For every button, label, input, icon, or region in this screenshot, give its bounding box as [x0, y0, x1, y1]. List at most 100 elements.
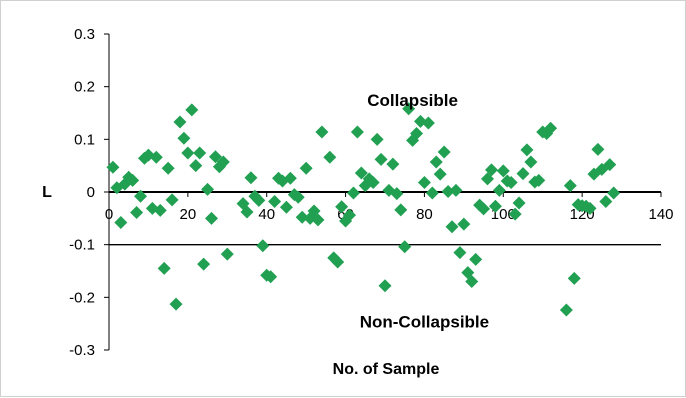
- data-point: [244, 171, 258, 185]
- data-point: [208, 150, 222, 164]
- annotation-label: Non-Collapsible: [360, 312, 489, 331]
- data-point: [153, 203, 167, 217]
- data-point: [524, 155, 538, 169]
- data-point: [457, 217, 471, 231]
- x-tick-label: 20: [180, 206, 197, 223]
- data-point: [165, 193, 179, 207]
- data-point: [264, 270, 278, 284]
- data-point: [323, 150, 337, 164]
- data-point: [484, 163, 498, 177]
- y-tick-labels: -0.3 -0.2 -0.1 0 0.1 0.2 0.3: [69, 26, 109, 359]
- data-point: [532, 173, 546, 187]
- y-tick-label: 0: [87, 184, 95, 201]
- data-point: [603, 158, 617, 172]
- data-point: [599, 194, 613, 208]
- data-point: [520, 143, 534, 157]
- data-point: [410, 127, 424, 141]
- data-point: [256, 239, 270, 253]
- data-point: [354, 166, 368, 180]
- data-point: [197, 257, 211, 271]
- y-axis-title: L: [42, 184, 52, 201]
- data-point: [508, 207, 522, 221]
- data-point: [429, 155, 443, 169]
- annotations: Collapsible Non-Collapsible: [360, 91, 489, 331]
- data-point: [181, 146, 195, 160]
- data-point: [311, 213, 325, 227]
- data-point: [453, 246, 467, 260]
- data-point: [346, 186, 360, 200]
- data-point: [488, 199, 502, 213]
- data-point: [378, 279, 392, 293]
- data-point: [516, 167, 530, 181]
- data-point: [425, 186, 439, 200]
- data-point: [173, 115, 187, 129]
- data-point: [169, 297, 183, 311]
- data-point: [114, 216, 128, 230]
- data-point: [437, 145, 451, 159]
- data-point: [540, 127, 554, 141]
- data-point: [161, 161, 175, 175]
- y-tick-label: 0.2: [74, 79, 95, 96]
- data-point: [130, 206, 144, 220]
- x-tick-label: 40: [258, 206, 275, 223]
- data-point: [177, 131, 191, 145]
- data-point: [449, 183, 463, 197]
- data-point: [350, 125, 364, 139]
- data-point: [465, 275, 479, 289]
- data-point: [205, 211, 219, 225]
- data-point: [366, 176, 380, 190]
- annotation-label: Collapsible: [367, 91, 458, 110]
- data-points: [106, 102, 621, 317]
- data-point: [291, 190, 305, 204]
- y-tick-label: 0.3: [74, 26, 95, 43]
- y-tick-label: -0.3: [69, 342, 95, 359]
- data-point: [343, 208, 357, 222]
- data-point: [417, 176, 431, 190]
- data-point: [433, 167, 447, 181]
- data-point: [504, 176, 518, 190]
- data-point: [496, 164, 510, 178]
- data-point: [134, 189, 148, 203]
- data-point: [283, 171, 297, 185]
- data-point: [295, 210, 309, 224]
- data-point: [189, 159, 203, 173]
- data-point: [299, 161, 313, 175]
- data-point: [374, 152, 388, 166]
- data-point: [394, 203, 408, 217]
- data-point: [268, 194, 282, 208]
- data-point: [390, 187, 404, 201]
- data-point: [149, 150, 163, 164]
- data-point: [492, 183, 506, 197]
- data-point: [315, 125, 329, 139]
- data-point: [477, 202, 491, 216]
- data-point: [386, 157, 400, 171]
- data-point: [252, 193, 266, 207]
- data-point: [469, 252, 483, 266]
- data-point: [583, 201, 597, 215]
- data-point: [201, 182, 215, 196]
- data-point: [126, 173, 140, 187]
- y-tick-label: -0.1: [69, 237, 95, 254]
- data-point: [567, 271, 581, 285]
- x-tick-label: 80: [416, 206, 433, 223]
- data-point: [331, 255, 345, 269]
- data-point: [402, 102, 416, 116]
- axes: 020406080100120140 -0.3-0.2-0.100.10.20.…: [69, 26, 673, 359]
- data-point: [544, 121, 558, 135]
- x-tick-label: 0: [105, 206, 113, 223]
- data-point: [559, 303, 573, 317]
- data-point: [563, 179, 577, 193]
- data-point: [607, 186, 621, 200]
- data-point: [398, 240, 412, 254]
- data-point: [193, 146, 207, 160]
- data-point: [220, 247, 234, 261]
- y-tick-label: -0.2: [69, 289, 95, 306]
- data-point: [421, 116, 435, 130]
- data-point: [512, 196, 526, 210]
- data-point: [279, 200, 293, 214]
- data-point: [335, 200, 349, 214]
- x-axis-title: No. of Sample: [333, 361, 440, 378]
- x-tick-label: 140: [648, 206, 673, 223]
